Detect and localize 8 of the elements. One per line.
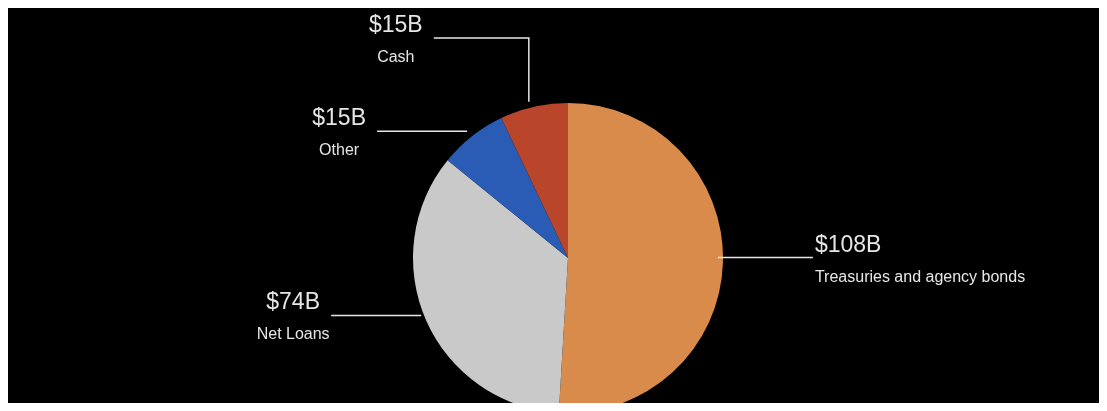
data-label: $74B [266, 288, 321, 315]
slice-label: Other [319, 141, 360, 159]
data-label: $108B [814, 230, 882, 257]
slice-label: Net Loans [256, 325, 330, 343]
slice-label: Cash [377, 48, 415, 65]
data-label: $15B [312, 104, 366, 131]
slice-label: Treasuries and agency bonds [814, 267, 1026, 285]
data-label: $15B [368, 11, 423, 37]
